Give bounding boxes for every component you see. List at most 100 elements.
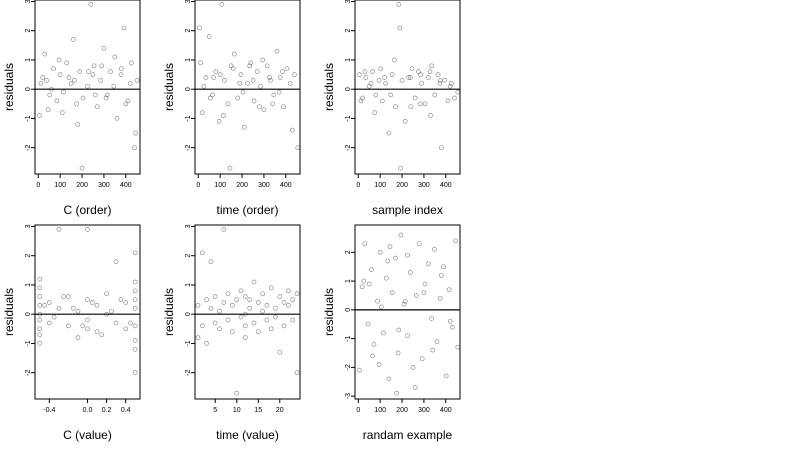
data-point (375, 298, 380, 304)
data-point (294, 291, 300, 297)
data-point (286, 303, 291, 308)
data-point (365, 321, 371, 327)
data-point (225, 101, 231, 107)
data-point (247, 305, 253, 311)
data-point (114, 116, 120, 121)
data-points (197, 2, 300, 171)
data-point (447, 318, 453, 324)
data-point (208, 259, 214, 264)
data-point (213, 69, 219, 74)
data-point (232, 51, 237, 57)
x-tick-label: 200 (396, 182, 408, 189)
data-point (449, 324, 455, 330)
y-tick-label: 0 (345, 87, 352, 91)
y-tick-label: 0 (25, 87, 32, 91)
data-point (284, 66, 290, 72)
data-point (94, 329, 100, 335)
data-point (448, 80, 454, 86)
data-point (422, 101, 428, 107)
data-point (260, 291, 265, 297)
data-point (94, 104, 100, 110)
data-point (132, 288, 138, 294)
data-point (217, 326, 222, 332)
y-tick-label: 1 (345, 279, 352, 283)
data-point (428, 113, 433, 118)
y-axis-label: residuals (322, 63, 336, 111)
data-point (123, 326, 129, 332)
data-point (430, 347, 436, 353)
data-point (108, 69, 113, 74)
data-point (91, 63, 97, 69)
data-point (119, 66, 124, 72)
data-point (92, 92, 98, 98)
y-tick-label: -1 (25, 340, 32, 346)
data-point (362, 69, 368, 74)
x-tick-label: 0.2 (102, 407, 112, 414)
data-point (221, 300, 227, 305)
y-tick-label: -1 (345, 115, 352, 121)
y-tick-label: -3 (345, 393, 352, 399)
x-tick-label: 0 (356, 182, 360, 189)
x-tick-label: 0 (36, 182, 40, 189)
data-point (234, 297, 240, 302)
data-point (242, 294, 248, 299)
data-point (51, 314, 57, 320)
data-point (401, 301, 407, 307)
data-point (242, 335, 248, 340)
data-point (54, 98, 60, 104)
x-tick-label: 400 (280, 182, 292, 189)
data-point (376, 362, 382, 367)
data-point (104, 92, 110, 98)
plot-frame (194, 224, 301, 400)
data-point (250, 78, 256, 83)
data-point (111, 83, 117, 89)
data-point (273, 305, 278, 311)
data-point (277, 75, 283, 80)
y-tick-label: 0 (185, 312, 192, 316)
data-point (212, 294, 218, 299)
data-point (287, 80, 293, 86)
data-point (452, 95, 457, 101)
data-point (37, 332, 43, 338)
data-point (221, 227, 227, 232)
data-point (101, 45, 107, 51)
x-tick-label: 0 (196, 182, 200, 189)
y-tick-label: -1 (345, 335, 352, 341)
y-tick-label: -1 (25, 115, 32, 121)
data-point (425, 261, 431, 267)
data-point (134, 78, 140, 83)
data-point (277, 294, 283, 299)
data-point (198, 60, 203, 66)
data-point (199, 250, 205, 256)
data-point (38, 80, 44, 86)
data-point (360, 95, 366, 101)
data-point (230, 303, 235, 308)
data-point (437, 78, 443, 83)
data-point (378, 66, 384, 72)
data-point (113, 259, 119, 264)
data-point (219, 2, 225, 7)
data-point (216, 119, 222, 124)
data-point (417, 241, 422, 247)
data-point (437, 80, 443, 86)
y-axis-label: residuals (322, 288, 336, 336)
y-tick-label: 2 (345, 250, 352, 254)
data-point (292, 72, 297, 77)
data-point (290, 297, 296, 302)
data-point (66, 294, 71, 299)
y-tick-label: -2 (345, 144, 352, 150)
data-point (412, 385, 418, 390)
data-point (267, 75, 272, 80)
data-point (255, 329, 261, 335)
x-tick-label: 200 (396, 407, 408, 414)
data-point (201, 83, 207, 89)
y-tick-label: 1 (25, 283, 32, 287)
data-point (132, 370, 138, 376)
data-point (104, 291, 109, 297)
data-point (393, 255, 398, 261)
data-points (37, 2, 140, 171)
data-points (357, 232, 460, 396)
x-axis-label: randam example (363, 428, 453, 442)
data-point (132, 305, 138, 311)
